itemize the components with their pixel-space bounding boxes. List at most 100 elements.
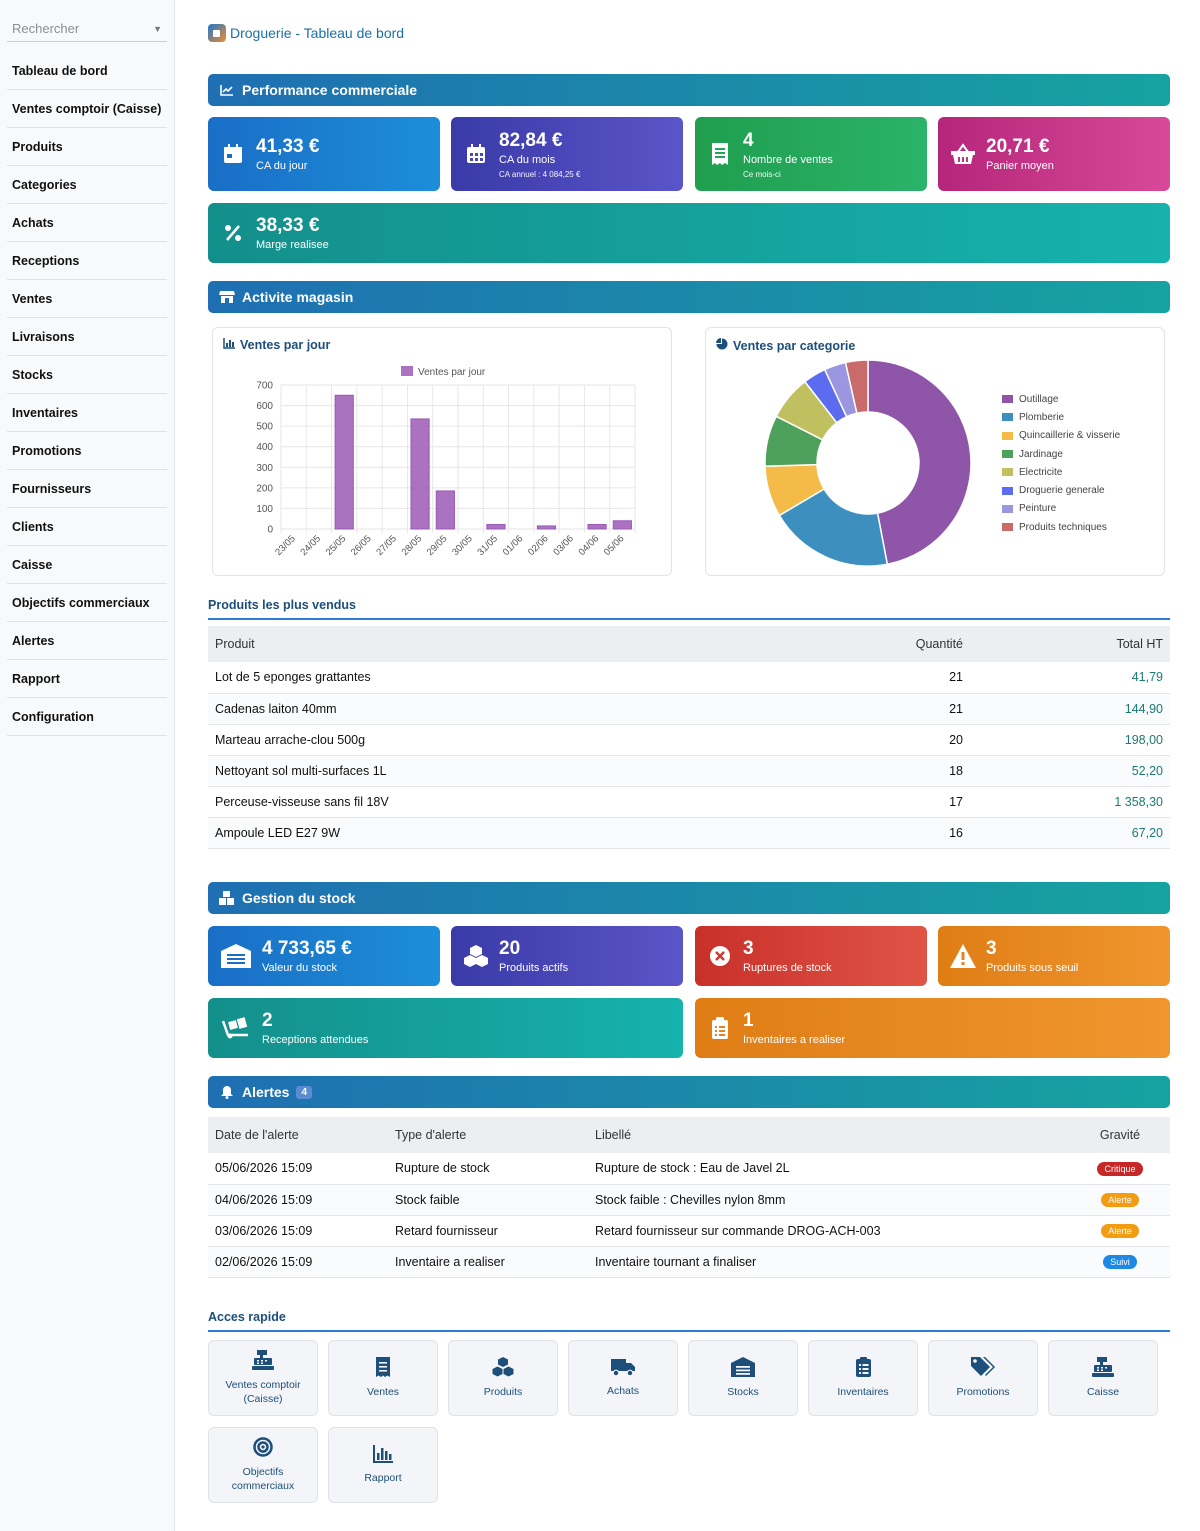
bar bbox=[587, 523, 607, 530]
sidebar-item-ventes[interactable]: Ventes bbox=[7, 280, 167, 318]
quick-access-promotions[interactable]: Promotions bbox=[928, 1340, 1038, 1416]
panel-ventes-par-categorie-title: Ventes par categorie bbox=[716, 338, 855, 353]
legend-swatch bbox=[1002, 413, 1013, 422]
table-row: Perceuse-visseuse sans fil 18V 17 1 358,30 bbox=[208, 786, 1170, 818]
calendar-icon bbox=[220, 141, 246, 167]
table-header-row: Produit Quantité Total HT bbox=[208, 626, 1170, 662]
table-row: Nettoyant sol multi-surfaces 1L 18 52,20 bbox=[208, 755, 1170, 787]
stock-sous-seuil-card: 3 Produits sous seuil bbox=[938, 926, 1170, 986]
stock-ruptures-card: 3 Ruptures de stock bbox=[695, 926, 927, 986]
y-tick-label: 500 bbox=[256, 422, 273, 433]
alerts-table: Date de l'alerte Type d'alerte Libellé G… bbox=[208, 1117, 1170, 1278]
stock-valeur-card: 4 733,65 € Valeur du stock bbox=[208, 926, 440, 986]
total-cell: 41,79 bbox=[970, 662, 1170, 694]
sidebar-item-tableau-de-bord[interactable]: Tableau de bord bbox=[7, 52, 167, 90]
severity-badge: Critique bbox=[1097, 1161, 1143, 1176]
severity-badge: Suivi bbox=[1103, 1255, 1137, 1269]
alert-date-cell: 04/06/2026 15:09 bbox=[208, 1184, 388, 1216]
sidebar-item-alertes[interactable]: Alertes bbox=[7, 622, 167, 660]
x-tick-label: 29/05 bbox=[425, 533, 450, 558]
sidebar-item-receptions[interactable]: Receptions bbox=[7, 242, 167, 280]
sidebar-item-stocks[interactable]: Stocks bbox=[7, 356, 167, 394]
sidebar-item-configuration[interactable]: Configuration bbox=[7, 698, 167, 736]
legend-label: Droguerie generale bbox=[1019, 485, 1105, 497]
sidebar-item-caisse[interactable]: Caisse bbox=[7, 546, 167, 584]
kpi-panier-card: 20,71 € Panier moyen bbox=[938, 117, 1170, 191]
legend-label: Ventes par jour bbox=[418, 367, 486, 378]
quick-access-produits[interactable]: Produits bbox=[448, 1340, 558, 1416]
alert-severity-cell: Critique bbox=[1070, 1153, 1170, 1185]
section-alerts-title: Alertes bbox=[242, 1084, 290, 1100]
boxes-icon bbox=[492, 1357, 514, 1380]
sidebar-item-promotions[interactable]: Promotions bbox=[7, 432, 167, 470]
alerts-count-badge: 4 bbox=[296, 1085, 313, 1099]
sidebar-item-achats[interactable]: Achats bbox=[7, 204, 167, 242]
legend-item: Produits techniques bbox=[1002, 518, 1120, 536]
product-cell: Perceuse-visseuse sans fil 18V bbox=[208, 786, 840, 818]
kpi-label: Ruptures de stock bbox=[743, 962, 832, 974]
y-tick-label: 700 bbox=[256, 381, 273, 392]
pie-slice bbox=[867, 359, 972, 566]
column-header: Quantité bbox=[840, 626, 970, 662]
sidebar-item-produits[interactable]: Produits bbox=[7, 128, 167, 166]
quick-access-ventes[interactable]: Ventes bbox=[328, 1340, 438, 1416]
kpi-value: 82,84 € bbox=[499, 129, 563, 151]
quick-access-ventes-comptoir-caisse[interactable]: Ventes comptoir (Caisse) bbox=[208, 1340, 318, 1416]
quick-access-caisse[interactable]: Caisse bbox=[1048, 1340, 1158, 1416]
panel-ventes-par-jour: Ventes par jour 0 100 200 300 400 500 600 700 23… bbox=[212, 327, 672, 576]
total-cell: 1 358,30 bbox=[970, 786, 1170, 818]
section-performance-title: Performance commerciale bbox=[242, 82, 418, 98]
quick-access-achats[interactable]: Achats bbox=[568, 1340, 678, 1416]
legend-item: Outillage bbox=[1002, 390, 1120, 408]
legend-label: Produits techniques bbox=[1019, 521, 1107, 533]
quick-access-rapport[interactable]: Rapport bbox=[328, 1427, 438, 1503]
section-activity-title: Activite magasin bbox=[242, 289, 354, 305]
kpi-label: Produits sous seuil bbox=[986, 962, 1079, 974]
sidebar-item-ventes-comptoir-caisse[interactable]: Ventes comptoir (Caisse) bbox=[7, 90, 167, 128]
sidebar-item-rapport[interactable]: Rapport bbox=[7, 660, 167, 698]
kpi-label: Inventaires a realiser bbox=[743, 1034, 846, 1046]
x-tick-label: 05/06 bbox=[602, 533, 627, 558]
sidebar-item-categories[interactable]: Categories bbox=[7, 166, 167, 204]
quick-access-objectifs-commerciaux[interactable]: Objectifs commerciaux bbox=[208, 1427, 318, 1503]
product-cell: Nettoyant sol multi-surfaces 1L bbox=[208, 755, 840, 787]
section-alerts: Alertes 4 bbox=[208, 1076, 1170, 1108]
quick-access-label: Produits bbox=[483, 1386, 523, 1398]
legend-item: Quincaillerie & visserie bbox=[1002, 427, 1120, 445]
sidebar-item-inventaires[interactable]: Inventaires bbox=[7, 394, 167, 432]
quick-access-label: Promotions bbox=[956, 1386, 1010, 1398]
x-tick-label: 31/05 bbox=[475, 533, 500, 558]
kpi-label: Marge realisee bbox=[256, 239, 329, 251]
search-select[interactable]: Rechercher ▼ bbox=[7, 16, 167, 42]
table-row: Marteau arrache-clou 500g 20 198,00 bbox=[208, 724, 1170, 756]
alert-severity-cell: Alerte bbox=[1070, 1184, 1170, 1216]
quick-access-label: Rapport bbox=[364, 1472, 402, 1484]
alert-label-cell: Inventaire tournant a finaliser bbox=[588, 1246, 1070, 1278]
kpi-label: CA du mois bbox=[499, 153, 556, 166]
sidebar-item-fournisseurs[interactable]: Fournisseurs bbox=[7, 470, 167, 508]
alert-type-cell: Retard fournisseur bbox=[388, 1215, 588, 1247]
legend-item: Droguerie generale bbox=[1002, 481, 1120, 499]
sidebar-item-clients[interactable]: Clients bbox=[7, 508, 167, 546]
x-tick-label: 01/06 bbox=[501, 533, 526, 558]
quantity-cell: 21 bbox=[840, 693, 970, 725]
bar-chart-icon bbox=[373, 1445, 393, 1466]
legend-swatch bbox=[1002, 486, 1013, 495]
column-header: Total HT bbox=[970, 626, 1170, 662]
x-tick-label: 25/05 bbox=[324, 533, 349, 558]
product-cell: Ampoule LED E27 9W bbox=[208, 817, 840, 849]
warehouse-icon bbox=[220, 943, 252, 969]
kpi-value: 3 bbox=[743, 938, 754, 959]
kpi-value: 4 bbox=[743, 129, 754, 151]
kpi-value: 1 bbox=[743, 1010, 754, 1031]
sidebar-item-objectifs-commerciaux[interactable]: Objectifs commerciaux bbox=[7, 584, 167, 622]
x-tick-label: 30/05 bbox=[450, 533, 475, 558]
y-tick-label: 300 bbox=[256, 463, 273, 474]
x-tick-label: 24/05 bbox=[298, 533, 323, 558]
y-tick-label: 400 bbox=[256, 442, 273, 453]
quick-access-inventaires[interactable]: Inventaires bbox=[808, 1340, 918, 1416]
quick-access-stocks[interactable]: Stocks bbox=[688, 1340, 798, 1416]
sidebar-item-livraisons[interactable]: Livraisons bbox=[7, 318, 167, 356]
alert-label-cell: Rupture de stock : Eau de Javel 2L bbox=[588, 1153, 1070, 1185]
total-cell: 67,20 bbox=[970, 817, 1170, 849]
